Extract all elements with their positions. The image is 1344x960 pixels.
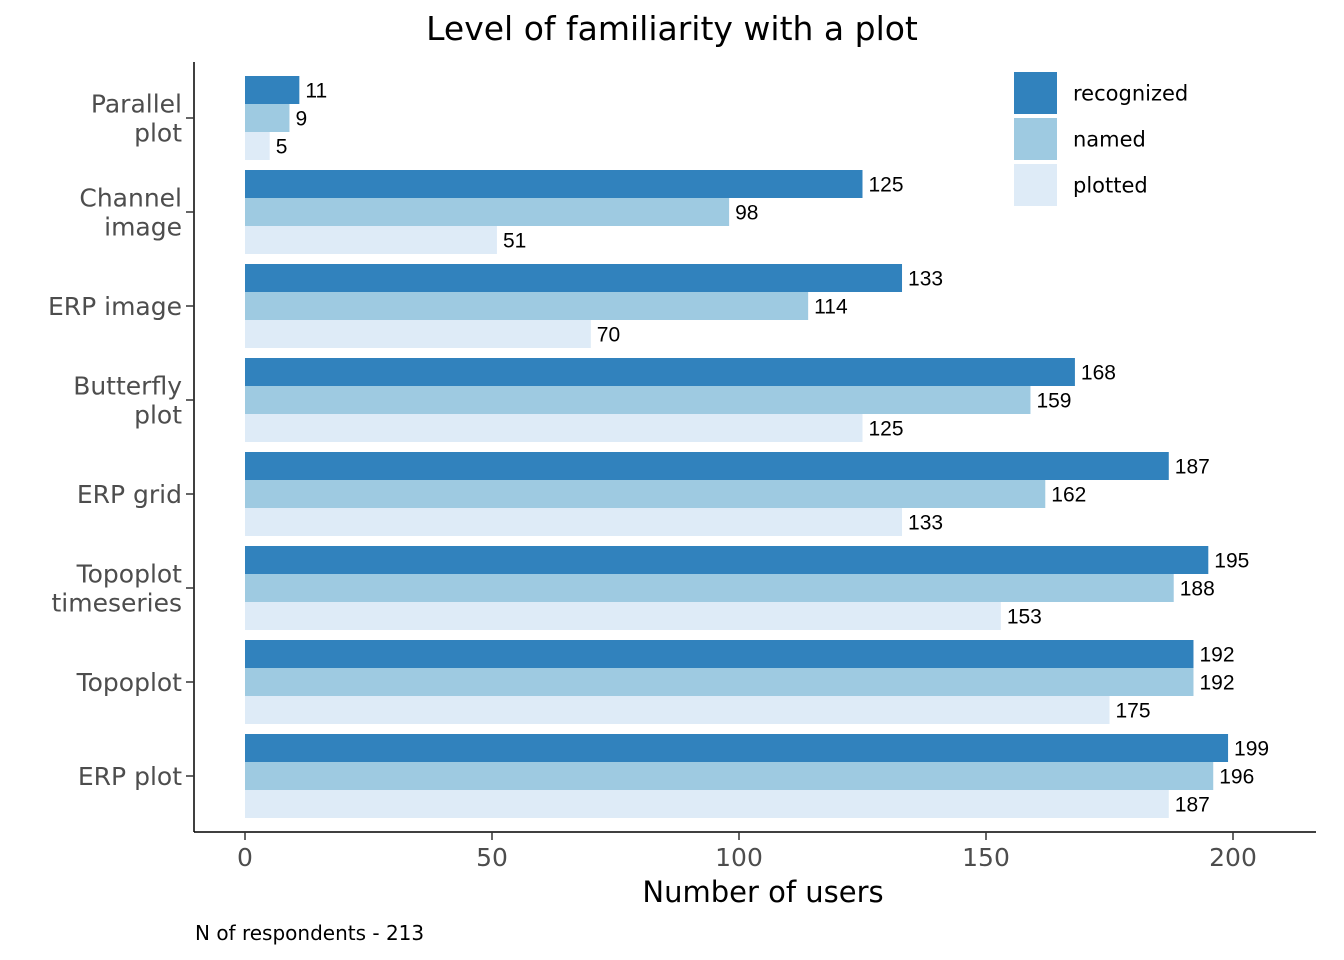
- bar-recognized: [245, 170, 863, 198]
- bar-named: [245, 574, 1174, 602]
- plot-area: 0 50 100 150 200 Parallel plot 11 95 Channel image…: [48, 62, 1316, 872]
- data-label: 133: [908, 268, 943, 291]
- legend-swatch-named: [1014, 118, 1057, 160]
- data-label: 98: [735, 202, 758, 225]
- bar-named: [245, 386, 1031, 414]
- category-label: Topoplot timeseries: [51, 560, 182, 618]
- data-label: 9: [295, 108, 307, 131]
- category-label: ERP image: [48, 292, 182, 321]
- legend: recognized named plotted: [1014, 72, 1188, 206]
- data-label: 70: [597, 324, 620, 347]
- category-label: Parallel plot: [91, 90, 182, 148]
- bar-plotted: [245, 508, 903, 536]
- data-label: 195: [1214, 550, 1249, 573]
- x-tick-label: 100: [715, 843, 763, 872]
- data-label: 133: [908, 512, 943, 535]
- data-label: 153: [1007, 606, 1042, 629]
- x-tick-label: 50: [476, 843, 508, 872]
- legend-label: named: [1073, 128, 1146, 152]
- data-label: 187: [1175, 794, 1210, 817]
- bar-named: [245, 668, 1194, 696]
- bar-plotted: [245, 132, 270, 160]
- bar-named: [245, 762, 1214, 790]
- legend-label: plotted: [1073, 174, 1148, 198]
- data-label: 196: [1219, 766, 1254, 789]
- data-label: 175: [1116, 700, 1151, 723]
- legend-swatch-plotted: [1014, 164, 1057, 206]
- x-tick-label: 150: [962, 843, 1010, 872]
- data-label: 5: [276, 136, 288, 159]
- bar-named: [245, 104, 290, 132]
- bar-recognized: [245, 734, 1229, 762]
- bar-recognized: [245, 452, 1169, 480]
- data-label: 192: [1199, 672, 1234, 695]
- bar-plotted: [245, 602, 1001, 630]
- data-label: 192: [1199, 644, 1234, 667]
- legend-label: recognized: [1073, 82, 1188, 106]
- bar-recognized: [245, 264, 903, 292]
- bar-plotted: [245, 226, 497, 254]
- bar-named: [245, 480, 1046, 508]
- category-label: ERP grid: [77, 480, 182, 509]
- bar-plotted: [245, 414, 863, 442]
- bar-named: [245, 198, 730, 226]
- data-label: 199: [1234, 738, 1269, 761]
- bar-plotted: [245, 790, 1169, 818]
- bar-recognized: [245, 76, 300, 104]
- category-label: Butterfly plot: [73, 372, 182, 430]
- bar-recognized: [245, 546, 1209, 574]
- x-axis-title: Number of users: [642, 875, 883, 909]
- data-label: 168: [1081, 362, 1116, 385]
- x-tick-label: 200: [1209, 843, 1257, 872]
- bar-recognized: [245, 640, 1194, 668]
- category-label: ERP plot: [78, 762, 182, 791]
- chart-title: Level of familiarity with a plot: [426, 9, 918, 48]
- x-tick-label: 0: [237, 843, 253, 872]
- data-label: 125: [869, 174, 904, 197]
- data-label: 188: [1180, 578, 1215, 601]
- data-label: 51: [503, 230, 526, 253]
- data-label: 114: [814, 296, 848, 319]
- bar-plotted: [245, 696, 1110, 724]
- data-label: 187: [1175, 456, 1210, 479]
- data-label: 159: [1036, 390, 1071, 413]
- data-label: 11: [305, 80, 327, 103]
- caption: N of respondents - 213: [195, 921, 424, 945]
- data-label: 125: [869, 418, 904, 441]
- bar-recognized: [245, 358, 1075, 386]
- bar-plotted: [245, 320, 591, 348]
- category-label: Channel image: [79, 184, 182, 242]
- bar-named: [245, 292, 809, 320]
- legend-swatch-recognized: [1014, 72, 1057, 114]
- data-label: 162: [1051, 484, 1086, 507]
- category-label: Topoplot: [76, 668, 183, 697]
